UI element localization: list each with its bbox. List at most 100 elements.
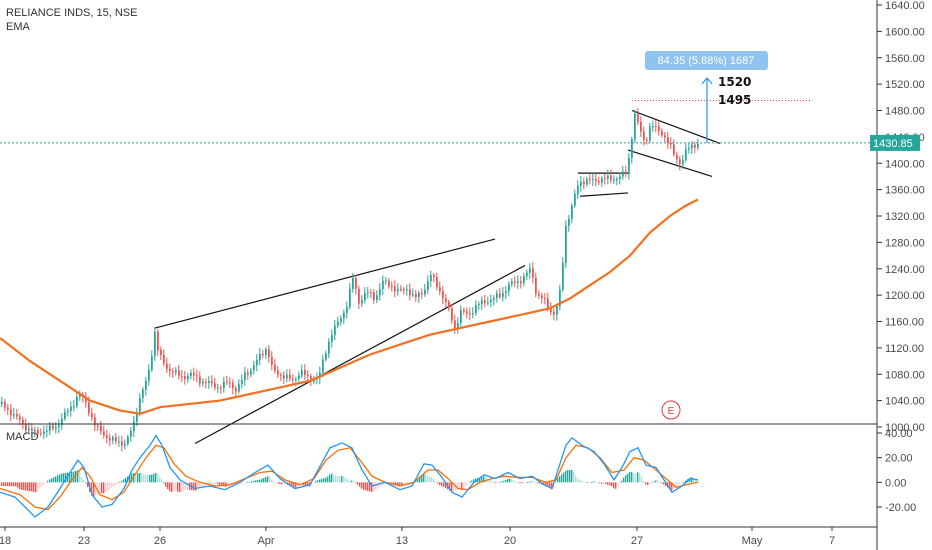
macd-histogram-bar xyxy=(671,482,673,491)
candle-body xyxy=(274,364,276,371)
macd-histogram-bar xyxy=(573,471,575,483)
macd-histogram-bar xyxy=(623,477,625,483)
macd-histogram-bar xyxy=(565,470,567,483)
candle-body xyxy=(151,356,153,370)
candle-body xyxy=(67,410,69,413)
macd-histogram-bar xyxy=(147,474,149,483)
macd-histogram-bar xyxy=(351,480,353,483)
candle xyxy=(160,346,162,361)
candle xyxy=(553,308,555,321)
event-marker[interactable]: E xyxy=(661,400,681,420)
candle xyxy=(169,363,171,377)
macd-histogram-bar xyxy=(135,473,137,483)
candle-body xyxy=(448,301,450,309)
macd-histogram-bar xyxy=(215,482,217,484)
candle-body xyxy=(154,331,156,357)
chart-title: RELIANCE INDS, 15, NSE xyxy=(6,7,137,19)
candle xyxy=(337,316,339,329)
candle-body xyxy=(304,370,306,375)
candle-body xyxy=(400,288,402,290)
trendline[interactable] xyxy=(579,192,629,197)
candle xyxy=(121,435,123,452)
macd-histogram-bar xyxy=(621,480,623,483)
candle xyxy=(697,138,699,151)
macd-histogram-bar xyxy=(197,482,199,490)
price-tick-label: 1160.00 xyxy=(885,317,924,329)
trendline[interactable] xyxy=(627,149,713,178)
candle-body xyxy=(100,425,102,432)
candlestick-series[interactable] xyxy=(1,108,699,452)
macd-histogram-bar xyxy=(43,482,45,485)
macd-histogram-bar xyxy=(583,481,585,483)
macd-histogram-bar xyxy=(479,478,481,483)
trendline[interactable] xyxy=(631,109,721,145)
macd-histogram-bar xyxy=(193,482,195,491)
macd-histogram-bar xyxy=(201,482,203,488)
price-scale[interactable]: 1640.001600.001560.001520.001480.001440.… xyxy=(870,0,925,550)
candle-body xyxy=(91,413,93,418)
macd-histogram-bar xyxy=(55,476,57,483)
macd-histogram-bar xyxy=(7,482,9,487)
candle xyxy=(346,301,348,319)
candle xyxy=(658,121,660,136)
time-axis[interactable]: 18 23 26 Apr 13 20 27 May 7 xyxy=(0,526,877,547)
candle-body xyxy=(352,278,354,289)
candle-body xyxy=(196,375,198,377)
candle-body xyxy=(127,436,129,444)
macd-histogram-bar xyxy=(141,473,143,483)
candle-body xyxy=(370,292,372,294)
candle xyxy=(559,284,561,311)
candle xyxy=(391,281,393,292)
candle-body xyxy=(619,176,621,179)
macd-histogram-bar xyxy=(559,476,561,483)
macd-histogram-bar xyxy=(269,476,271,483)
macd-histogram-bar xyxy=(485,476,487,483)
candle-body xyxy=(208,381,210,384)
candle-body xyxy=(487,302,489,304)
macd-histogram-bar xyxy=(655,480,657,483)
macd-histogram-bar xyxy=(525,482,527,484)
macd-histogram-bar xyxy=(495,482,497,484)
candle-body xyxy=(16,414,18,417)
candle-body xyxy=(94,417,96,426)
macd-histogram-bar xyxy=(369,482,371,492)
macd-histogram-bar xyxy=(417,479,419,483)
macd-histogram-bar xyxy=(271,479,273,483)
candle xyxy=(301,364,303,379)
trendline[interactable] xyxy=(154,238,496,329)
candle-body xyxy=(118,441,120,443)
candle xyxy=(277,366,279,379)
candle-body xyxy=(673,144,675,155)
candle xyxy=(454,314,456,334)
macd-histogram-bar xyxy=(467,482,469,484)
candle xyxy=(196,369,198,383)
candle xyxy=(439,281,441,296)
candle-body xyxy=(385,280,387,282)
candle xyxy=(322,354,324,378)
candle-body xyxy=(439,287,441,292)
candle xyxy=(523,272,525,287)
trendline[interactable] xyxy=(194,264,526,445)
candle-body xyxy=(115,437,117,442)
candle xyxy=(595,173,597,187)
macd-histogram-bar xyxy=(153,473,155,483)
candle-body xyxy=(550,307,552,313)
macd-histogram-bar xyxy=(649,482,651,484)
candle-body xyxy=(664,135,666,138)
candle xyxy=(331,329,333,348)
candle-body xyxy=(460,309,462,323)
macd-histogram-bar xyxy=(579,479,581,483)
candle xyxy=(124,439,126,450)
macd-histogram-bar xyxy=(361,482,363,489)
candle-body xyxy=(526,272,528,277)
macd-histogram-bar xyxy=(173,482,175,492)
candle xyxy=(526,269,528,280)
macd-histogram-bar xyxy=(461,482,463,491)
price-tick-label: 1120.00 xyxy=(885,343,924,355)
candle-body xyxy=(508,284,510,292)
candle-body xyxy=(241,380,243,385)
candle xyxy=(499,288,501,300)
candle-body xyxy=(562,263,564,290)
candle xyxy=(463,307,465,315)
candle xyxy=(466,307,468,319)
